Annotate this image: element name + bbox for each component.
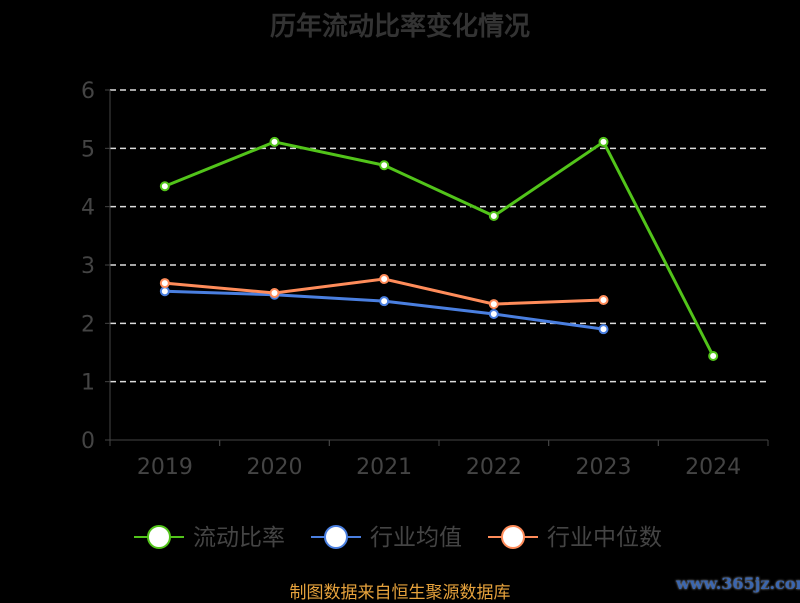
x-tick-label: 2023 bbox=[576, 455, 632, 480]
x-tick-label: 2022 bbox=[466, 455, 522, 480]
x-tick-label: 2019 bbox=[137, 455, 193, 480]
data-point[interactable] bbox=[488, 211, 499, 221]
y-tick-label: 4 bbox=[81, 196, 95, 221]
legend-item[interactable]: 流动比率 bbox=[134, 525, 285, 551]
watermark: www.365jz.com bbox=[676, 574, 800, 593]
y-tick-label: 5 bbox=[81, 137, 95, 162]
series-line bbox=[164, 139, 715, 357]
data-point[interactable] bbox=[488, 299, 499, 310]
data-point[interactable] bbox=[379, 296, 390, 307]
data-point[interactable] bbox=[598, 324, 609, 335]
data-point[interactable] bbox=[708, 351, 719, 361]
x-tick-label: 2020 bbox=[247, 455, 303, 480]
y-tick-label: 2 bbox=[81, 312, 95, 337]
data-point[interactable] bbox=[598, 136, 609, 147]
data-point[interactable] bbox=[488, 309, 499, 319]
chart-title: 历年流动比率变化情况 bbox=[269, 12, 530, 42]
data-point[interactable] bbox=[159, 181, 170, 192]
x-tick-label: 2024 bbox=[685, 455, 741, 480]
legend-item[interactable]: 行业均值 bbox=[311, 525, 462, 551]
source-note: 制图数据来自恒生聚源数据库 bbox=[289, 583, 511, 603]
data-point[interactable] bbox=[379, 274, 390, 284]
x-tick-label: 2021 bbox=[356, 455, 412, 480]
legend-item[interactable]: 行业中位数 bbox=[488, 525, 662, 551]
legend-label: 行业中位数 bbox=[547, 525, 662, 551]
data-point[interactable] bbox=[269, 136, 280, 147]
y-tick-label: 6 bbox=[81, 79, 95, 104]
data-point[interactable] bbox=[379, 160, 390, 171]
legend-label: 流动比率 bbox=[193, 525, 285, 551]
y-tick-label: 3 bbox=[81, 254, 95, 279]
data-point[interactable] bbox=[598, 295, 609, 305]
data-point[interactable] bbox=[269, 288, 280, 298]
y-tick-label: 1 bbox=[81, 371, 95, 396]
data-point[interactable] bbox=[159, 278, 170, 289]
data-point[interactable] bbox=[159, 286, 170, 297]
legend-label: 行业均值 bbox=[370, 525, 462, 551]
y-tick-label: 0 bbox=[81, 429, 95, 454]
